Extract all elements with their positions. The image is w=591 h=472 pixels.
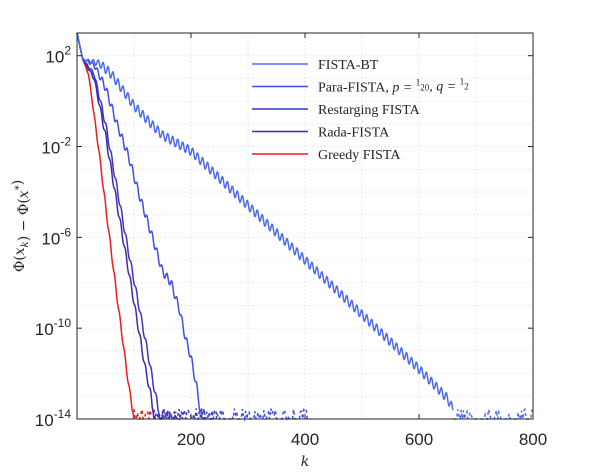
series-line — [76, 32, 161, 420]
legend-label-part: , q = — [429, 80, 459, 95]
legend-label: Restarging FISTA — [318, 103, 421, 118]
y-tick-exponent: -2 — [60, 135, 71, 149]
series-line — [76, 32, 454, 411]
legend-label-part: 2 — [464, 82, 469, 92]
legend-label: Rada-FISTA — [318, 126, 390, 141]
y-tick-label: 10-2 — [41, 135, 71, 158]
y-tick-base: 10 — [35, 320, 54, 339]
y-label-part: k — [20, 241, 31, 247]
series-floor — [453, 407, 534, 420]
y-tick-label: 10-10 — [35, 316, 72, 339]
y-label-part: x — [16, 190, 32, 198]
x-tick-label: 600 — [405, 430, 433, 449]
y-label-part: * — [14, 185, 25, 190]
y-tick-exponent: -10 — [54, 316, 72, 330]
legend-label-part: 1 — [416, 78, 421, 88]
x-axis-label: k — [301, 454, 309, 470]
tick-marks — [77, 33, 534, 420]
legend-label-part: 1 — [460, 77, 465, 87]
series-floor — [202, 407, 311, 422]
series-layer — [76, 32, 534, 422]
y-label-part: ) — [10, 180, 26, 185]
y-label-part: ) − Φ( — [16, 198, 32, 241]
y-tick-base: 10 — [35, 411, 54, 430]
y-tick-label: 102 — [45, 44, 71, 67]
series-line — [76, 32, 204, 420]
y-tick-base: 10 — [45, 48, 64, 67]
legend-label: Para-FISTA, p = 120, q = 12 — [318, 77, 469, 96]
legend-label-part: Para-FISTA, — [318, 81, 392, 96]
y-axis-label: Φ(xk) − Φ(x*) — [10, 180, 32, 272]
y-tick-exponent: -14 — [54, 407, 72, 421]
series-floor — [133, 408, 152, 420]
x-tick-labels: 200 400 600 800 — [177, 430, 547, 449]
y-tick-base: 10 — [41, 229, 60, 248]
series-line — [76, 32, 155, 420]
x-tick-label: 200 — [177, 430, 205, 449]
y-tick-base: 10 — [41, 139, 60, 158]
x-tick-label: 800 — [519, 430, 547, 449]
y-tick-label: 10-14 — [35, 407, 72, 430]
legend-label-part: p = — [391, 81, 415, 96]
series-floor — [159, 407, 218, 420]
y-tick-exponent: -6 — [60, 225, 71, 239]
grid — [76, 32, 534, 420]
legend-label: Greedy FISTA — [318, 148, 401, 163]
y-label-part: Φ( — [12, 255, 28, 272]
y-tick-exponent: 2 — [64, 44, 71, 58]
y-tick-label: 10-6 — [41, 225, 71, 248]
x-tick-label: 400 — [291, 430, 319, 449]
series-line — [76, 32, 135, 420]
legend-label: FISTA-BT — [318, 58, 379, 73]
legend-label-part: 20 — [420, 83, 430, 93]
y-label-part: x — [12, 247, 28, 255]
